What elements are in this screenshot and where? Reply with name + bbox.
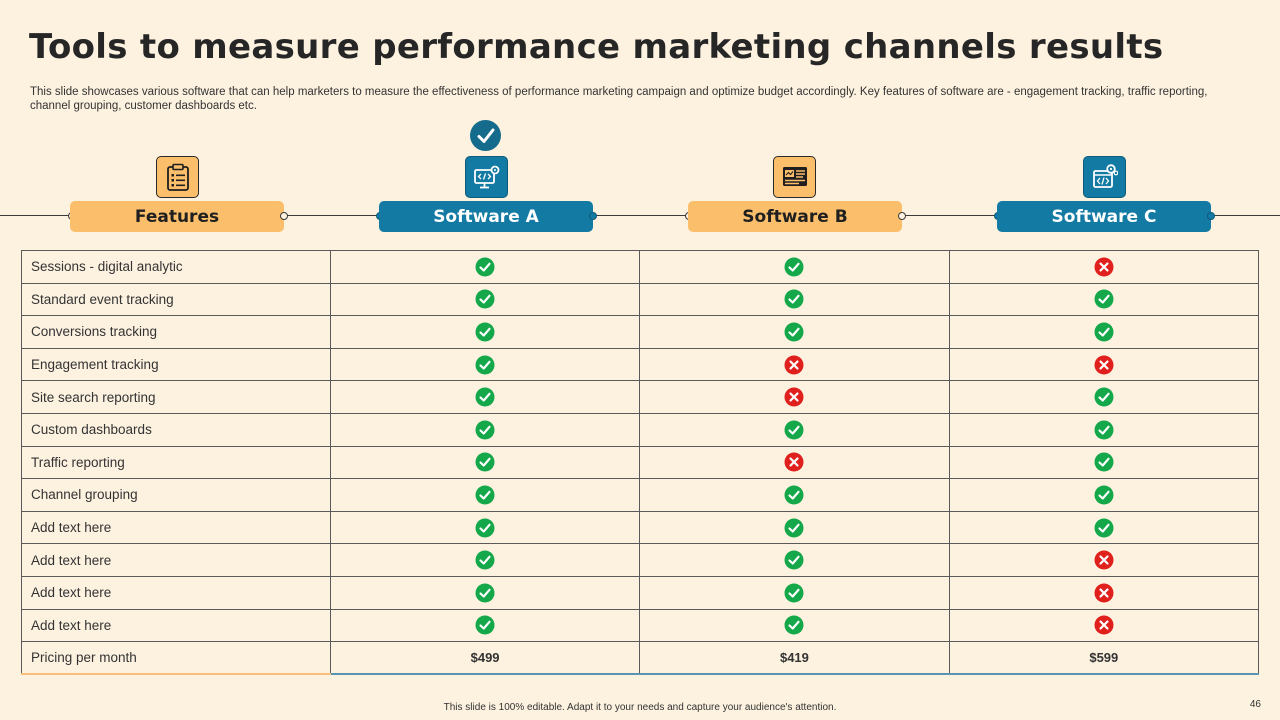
connector-dot <box>280 211 288 220</box>
connector-dot <box>898 211 906 220</box>
check-icon <box>948 445 1260 480</box>
table-row: Engagement tracking <box>21 347 1260 382</box>
check-icon <box>948 315 1260 349</box>
feature-label: Traffic reporting <box>21 445 331 480</box>
column-header-features: Features <box>70 201 284 232</box>
check-icon <box>948 412 1260 447</box>
cross-icon <box>639 347 950 382</box>
check-icon <box>329 347 641 382</box>
check-circle-icon <box>470 120 501 151</box>
table-row: Add text here <box>21 575 1260 610</box>
feature-label: Conversions tracking <box>21 315 331 349</box>
page-number: 46 <box>1249 699 1261 710</box>
table-row: Traffic reporting <box>21 445 1260 480</box>
table-row: Conversions tracking <box>21 315 1260 349</box>
monitor-code-gear-icon <box>465 156 508 198</box>
check-icon <box>329 282 641 317</box>
feature-label: Add text here <box>21 510 331 545</box>
price-value: $419 <box>639 641 950 676</box>
check-icon <box>329 510 641 545</box>
clipboard-list-icon <box>156 156 199 198</box>
check-icon <box>639 412 950 447</box>
header-connector-line <box>0 215 1280 216</box>
check-icon <box>329 575 641 610</box>
footer-note: This slide is 100% editable. Adapt it to… <box>443 702 837 713</box>
check-icon <box>329 608 641 643</box>
connector-dot <box>589 211 597 220</box>
table-row: Add text here <box>21 608 1260 643</box>
feature-label: Add text here <box>21 575 331 610</box>
column-header-software-c: Software C <box>997 201 1211 232</box>
slide-subtitle: This slide showcases various software th… <box>30 86 1208 112</box>
cross-icon <box>639 380 950 414</box>
check-icon <box>948 510 1260 545</box>
column-header-software-a: Software A <box>379 201 593 232</box>
table-row: Sessions - digital analytic <box>21 250 1260 284</box>
feature-label: Sessions - digital analytic <box>21 250 331 284</box>
check-icon <box>948 478 1260 512</box>
check-icon <box>329 412 641 447</box>
feature-label: Standard event tracking <box>21 282 331 317</box>
price-value: $499 <box>329 641 641 676</box>
check-icon <box>329 315 641 349</box>
column-header-software-b: Software B <box>688 201 902 232</box>
cross-icon <box>948 250 1260 284</box>
check-icon <box>329 380 641 414</box>
check-icon <box>639 478 950 512</box>
dashboard-chart-icon <box>773 156 816 198</box>
cross-icon <box>948 543 1260 577</box>
table-row: Standard event tracking <box>21 282 1260 317</box>
pricing-row: Pricing per month $499 $419 $599 <box>21 641 1260 676</box>
table-row: Channel grouping <box>21 478 1260 512</box>
table-row: Add text here <box>21 510 1260 545</box>
check-icon <box>948 282 1260 317</box>
check-icon <box>639 608 950 643</box>
table-row: Add text here <box>21 543 1260 577</box>
feature-label: Add text here <box>21 608 331 643</box>
feature-label: Add text here <box>21 543 331 577</box>
check-icon <box>639 315 950 349</box>
check-icon <box>329 250 641 284</box>
connector-dot <box>1207 211 1215 220</box>
feature-label: Channel grouping <box>21 478 331 512</box>
check-icon <box>639 250 950 284</box>
check-icon <box>948 380 1260 414</box>
cross-icon <box>948 575 1260 610</box>
table-row: Custom dashboards <box>21 412 1260 447</box>
pricing-label: Pricing per month <box>21 641 331 676</box>
cross-icon <box>948 608 1260 643</box>
check-icon <box>329 445 641 480</box>
table-row: Site search reporting <box>21 380 1260 414</box>
check-icon <box>639 575 950 610</box>
price-value: $599 <box>948 641 1260 676</box>
feature-label: Custom dashboards <box>21 412 331 447</box>
check-icon <box>329 478 641 512</box>
check-icon <box>639 510 950 545</box>
comparison-table: Sessions - digital analytic Standard even… <box>21 250 1260 676</box>
code-window-gear-icon <box>1083 156 1126 198</box>
check-icon <box>329 543 641 577</box>
slide-title: Tools to measure performance marketing c… <box>29 27 1164 67</box>
feature-label: Site search reporting <box>21 380 331 414</box>
check-icon <box>639 543 950 577</box>
check-icon <box>639 282 950 317</box>
cross-icon <box>948 347 1260 382</box>
cross-icon <box>639 445 950 480</box>
feature-label: Engagement tracking <box>21 347 331 382</box>
